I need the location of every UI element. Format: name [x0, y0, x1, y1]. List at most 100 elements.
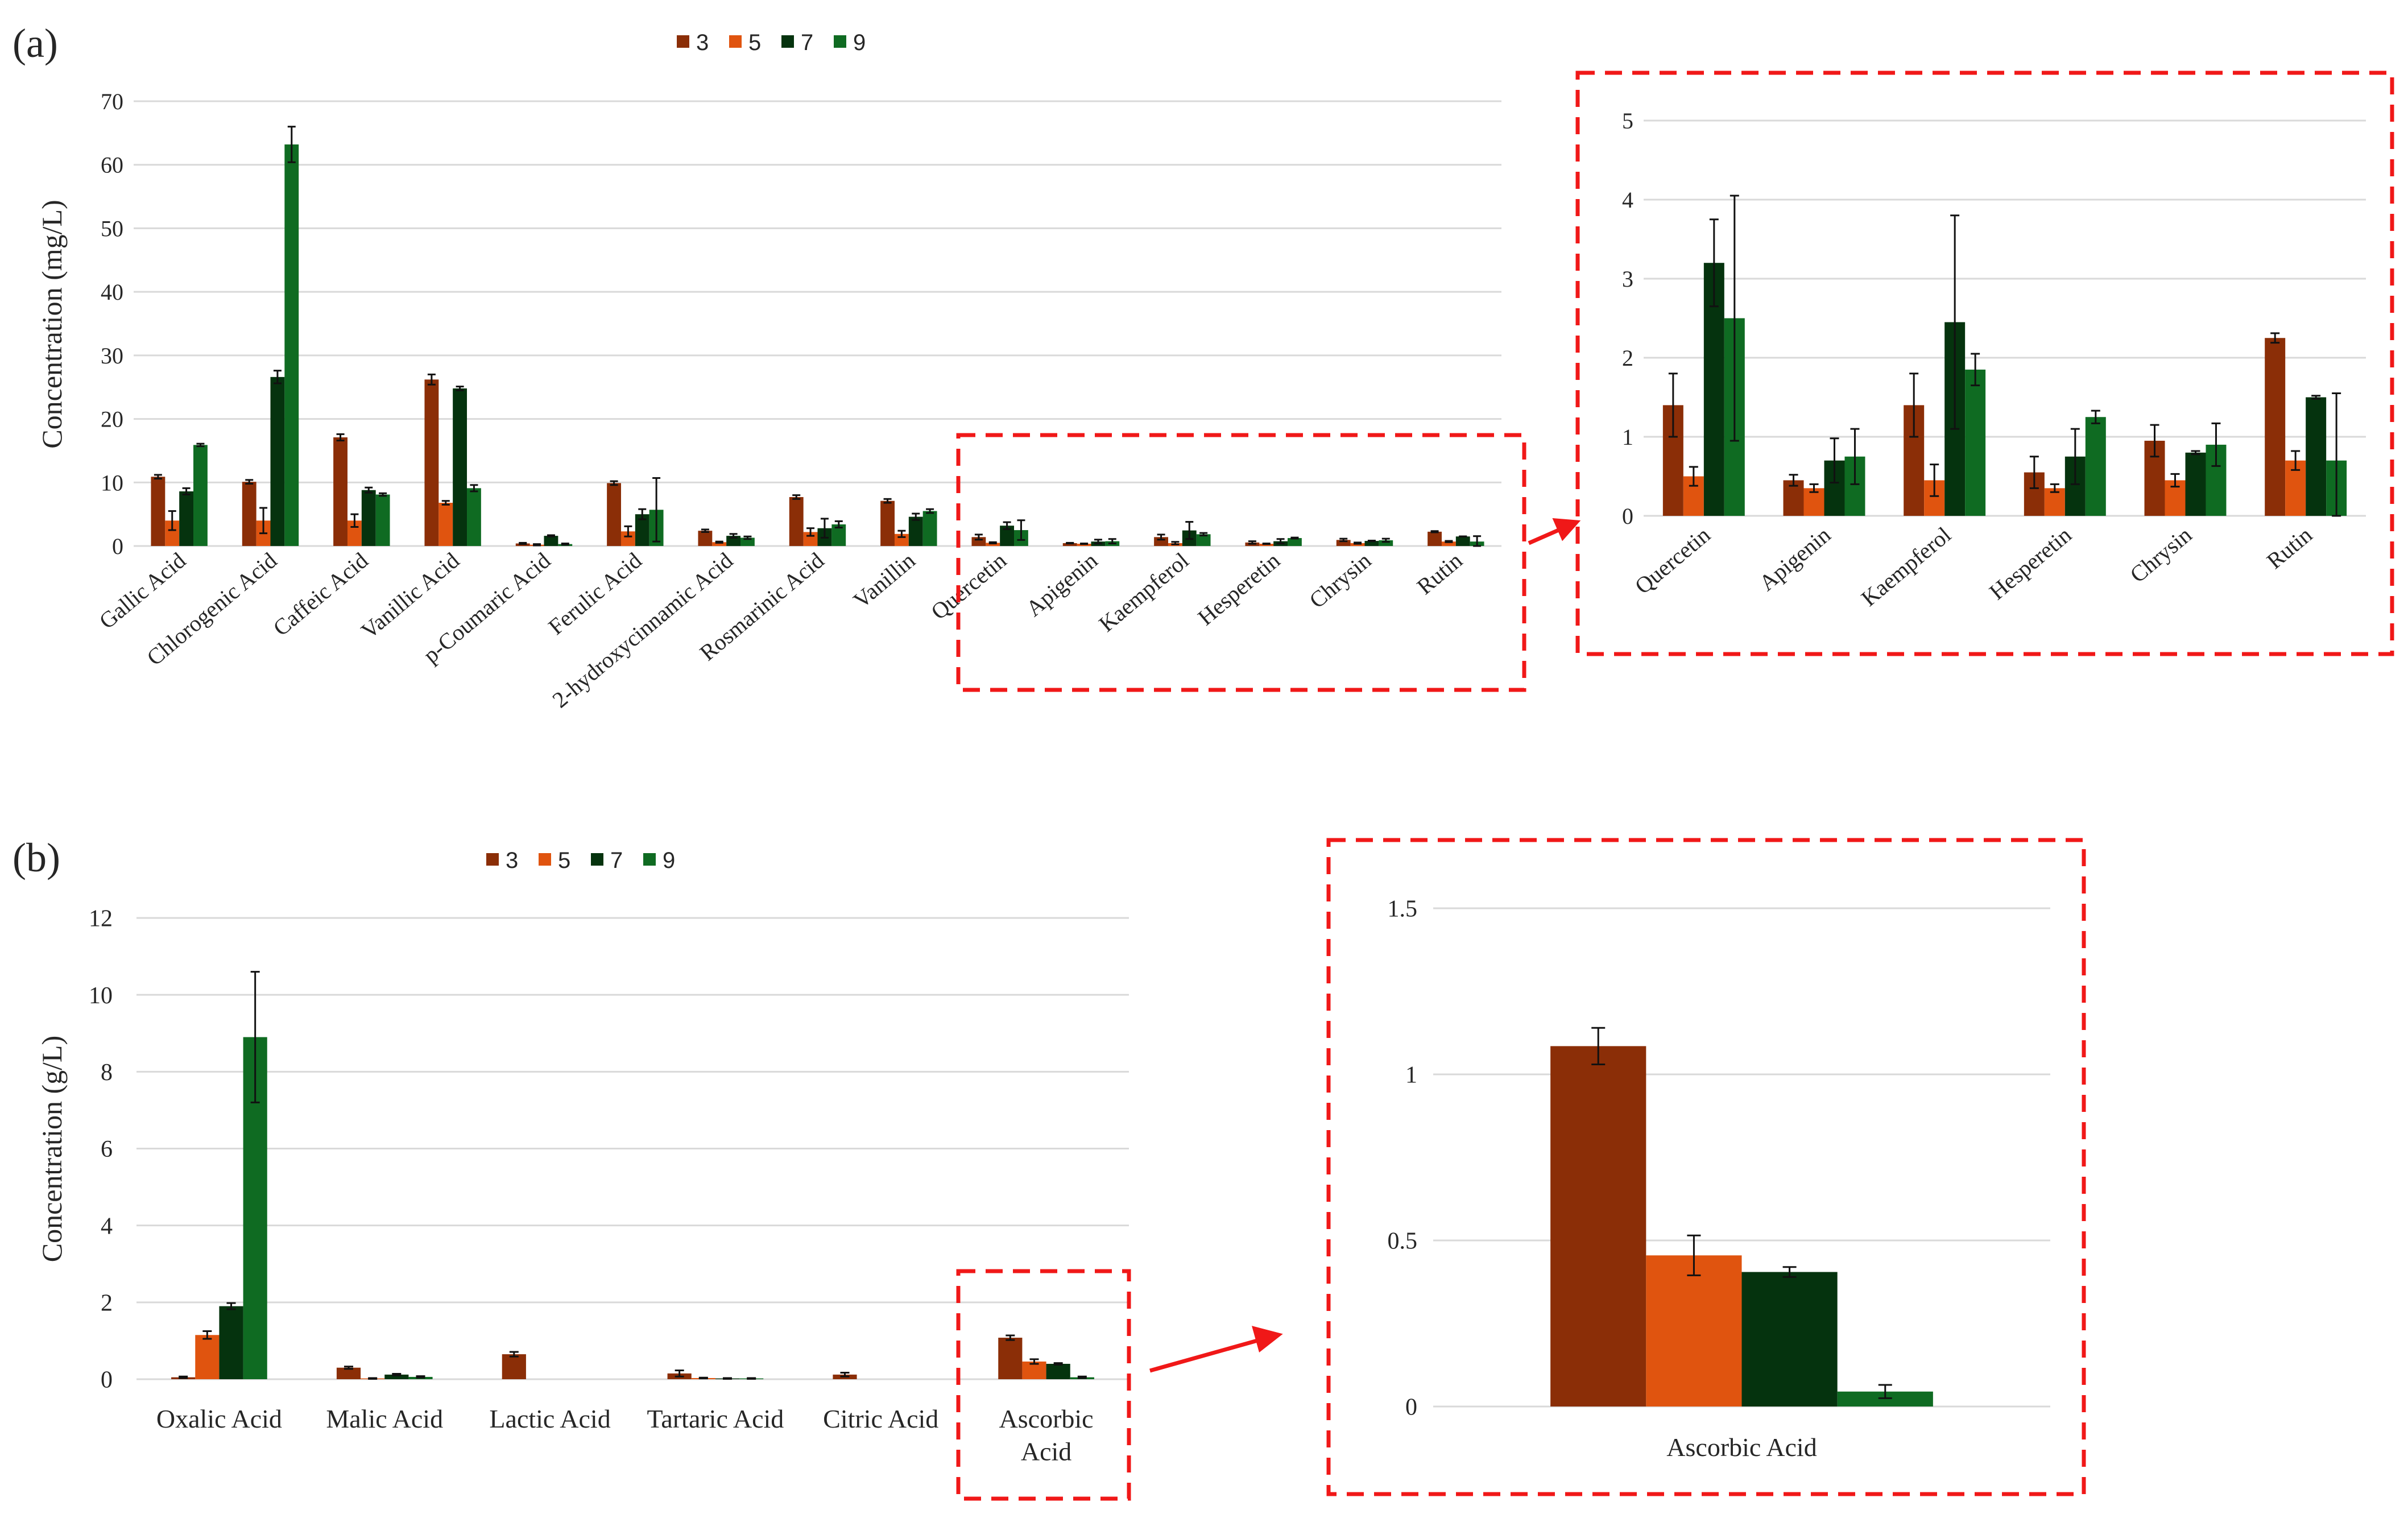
bar	[151, 477, 166, 546]
y-tick-label: 1.5	[1388, 896, 1418, 923]
legend-b: 3 5 7 9	[486, 848, 675, 873]
bar	[712, 542, 727, 546]
y-tick-label: 10	[101, 470, 123, 495]
bar	[453, 388, 467, 546]
bar	[544, 536, 558, 546]
bar	[1196, 534, 1211, 546]
y-tick-label: 12	[89, 906, 113, 932]
bar	[193, 445, 208, 546]
bar	[1741, 1272, 1838, 1407]
category-label: Malic Acid	[326, 1404, 443, 1433]
bar	[270, 377, 285, 546]
bar	[1364, 541, 1379, 546]
bar	[361, 490, 376, 546]
legend-a-label-9: 9	[853, 30, 866, 55]
highlight-box-b	[956, 1269, 1131, 1501]
bar	[242, 482, 256, 546]
bar	[1428, 531, 1442, 546]
bar	[195, 1335, 220, 1379]
bar	[1441, 541, 1456, 546]
bar	[375, 494, 390, 546]
category-label: Citric Acid	[823, 1404, 938, 1433]
zoom-box-b	[1326, 838, 2086, 1496]
bar	[1965, 369, 1986, 516]
chart-b-main: 0 2 4 6 8 10 12 Oxalic Acid Malic Acid Lactic Aci…	[89, 906, 1129, 1466]
bar	[333, 437, 347, 546]
arrow-a-shaft	[1528, 527, 1562, 545]
legend-b-swatch-5	[539, 853, 551, 866]
y-tick-label: 4	[101, 1213, 113, 1239]
bar	[2306, 397, 2327, 516]
y-tick-label: 1	[1622, 424, 1633, 450]
y-tick-label: 60	[101, 152, 123, 178]
bar	[2185, 452, 2206, 516]
y-tick-label: 2	[101, 1290, 113, 1317]
bar	[2265, 338, 2286, 516]
legend-b-swatch-3	[486, 853, 499, 866]
legend-b-label-3: 3	[506, 848, 518, 873]
bar	[179, 491, 194, 546]
legend-a: 3 5 7 9	[677, 30, 866, 55]
legend-b-label-7: 7	[610, 848, 623, 873]
category-label: Tartaric Acid	[647, 1404, 784, 1433]
legend-a-label-7: 7	[801, 30, 813, 55]
bar	[1062, 543, 1077, 546]
bar	[336, 1367, 361, 1379]
y-tick-label: 0	[101, 1367, 113, 1393]
legend-a-swatch-9	[834, 35, 846, 48]
bar	[986, 543, 1000, 546]
bar	[922, 511, 937, 546]
bar	[1646, 1255, 1742, 1407]
bar	[908, 516, 923, 546]
bar	[284, 144, 299, 547]
legend-a-label-3: 3	[696, 30, 709, 55]
bar	[219, 1306, 243, 1379]
bar	[789, 497, 804, 546]
y-tick-label: 5	[1622, 108, 1633, 134]
legend-b-label-9: 9	[663, 848, 675, 873]
y-tick-label: 1	[1405, 1062, 1417, 1089]
legend-a-swatch-7	[781, 35, 794, 48]
y-tick-label: 40	[101, 279, 123, 305]
ylabel-b: Concentration (g/L)	[36, 1036, 68, 1263]
legend-a-swatch-5	[729, 35, 742, 48]
y-tick-label: 0	[1405, 1395, 1417, 1421]
bar	[1550, 1046, 1646, 1407]
zoom-annotations	[956, 71, 2394, 1501]
bar	[1288, 538, 1302, 546]
y-tick-label: 0.5	[1388, 1228, 1418, 1255]
legend-b-swatch-9	[643, 853, 656, 866]
legend-b-swatch-7	[591, 853, 603, 866]
y-tick-label: 0	[112, 533, 123, 559]
bar	[438, 503, 453, 546]
y-tick-label: 2	[1622, 345, 1633, 371]
bar	[467, 488, 481, 546]
bar	[1336, 540, 1351, 546]
bar	[998, 1338, 1023, 1379]
y-tick-label: 4	[1622, 187, 1633, 213]
category-label: Ascorbic Acid	[1666, 1433, 1817, 1462]
y-tick-label: 0	[1622, 503, 1633, 529]
bar	[1455, 536, 1470, 546]
y-tick-label: 8	[101, 1060, 113, 1086]
y-tick-label: 6	[101, 1136, 113, 1163]
bar	[1379, 540, 1393, 546]
highlight-box-a	[956, 433, 1526, 692]
bar	[384, 1374, 409, 1379]
chart-b-zoom: 0 0.5 1 1.5 Ascorbic Acid	[1388, 896, 2050, 1462]
y-tick-label: 30	[101, 343, 123, 369]
bar	[2085, 417, 2106, 516]
bar	[1046, 1363, 1070, 1379]
arrow-b-shaft	[1149, 1337, 1262, 1373]
arrow-a-head	[1552, 518, 1581, 541]
zoom-box-a	[1575, 71, 2394, 656]
category-label: Ascorbic Acid	[999, 1404, 1094, 1466]
y-tick-label: 50	[101, 216, 123, 241]
category-label: Oxalic Acid	[156, 1404, 282, 1433]
bar	[698, 531, 713, 546]
ylabel-a: Concentration (mg/L)	[36, 200, 68, 448]
category-label: Lactic Acid	[489, 1404, 610, 1433]
y-tick-label: 3	[1622, 266, 1633, 292]
bar	[880, 500, 895, 546]
